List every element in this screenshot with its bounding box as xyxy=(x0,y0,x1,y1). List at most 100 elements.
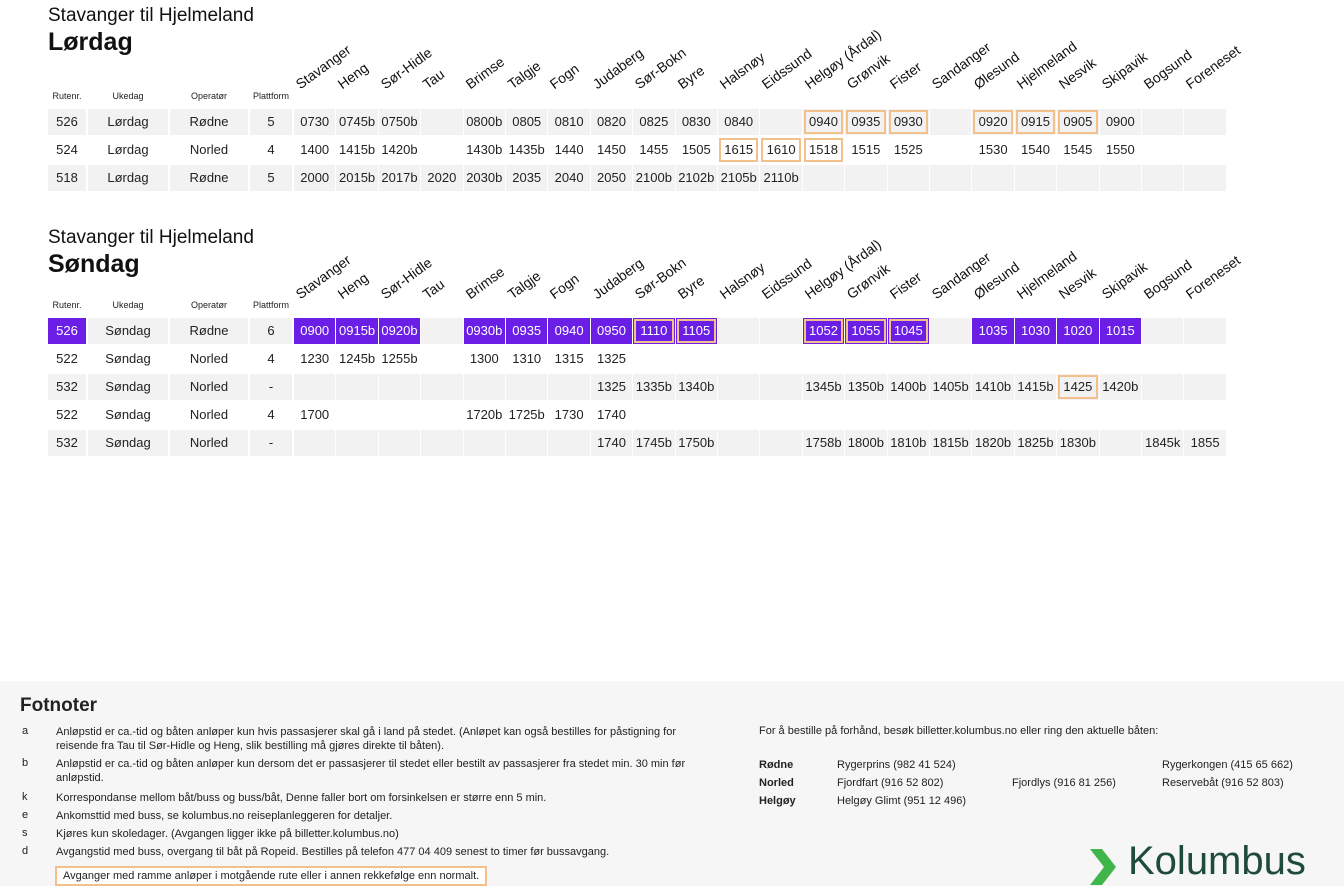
time-cell xyxy=(1142,318,1184,344)
time-cell xyxy=(888,346,929,372)
time-cell: 1030 xyxy=(1014,318,1057,344)
time-cell: 0805 xyxy=(506,109,548,135)
time-cell: 0915 xyxy=(1014,109,1057,135)
footnote-key: b xyxy=(22,757,29,769)
time-cell xyxy=(1057,165,1099,191)
cell-operator: Norled xyxy=(189,142,229,157)
time-cell xyxy=(633,402,674,428)
column-header-platform: Plattform xyxy=(252,91,289,101)
cell-route: 524 xyxy=(56,142,78,157)
footnote-key: e xyxy=(22,809,29,821)
table-row: 532 Søndag Norled - 1325 1335b 1340b 1345b 1350b… xyxy=(48,374,1228,400)
cell-platform: 6 xyxy=(250,318,292,344)
time-cell: 0840 xyxy=(718,109,760,135)
time-cell xyxy=(845,346,886,372)
footnotes-title: Fotnoter xyxy=(20,695,98,716)
time-cell: 0750b xyxy=(378,109,421,135)
time-cell: 1855 xyxy=(1184,430,1226,456)
column-header-day: Ukedag xyxy=(112,300,144,310)
time-cell: 1750b xyxy=(675,430,717,456)
time-cell xyxy=(1142,165,1184,191)
footnote-key: d xyxy=(22,845,29,857)
cell-operator: Norled xyxy=(189,407,229,422)
route-title: Stavanger til Hjelmeland xyxy=(48,227,254,248)
time-cell: 1335b xyxy=(633,374,675,400)
day-title: Søndag xyxy=(48,250,140,278)
time-cell xyxy=(421,318,463,344)
time-cell xyxy=(1014,165,1057,191)
time-cell xyxy=(1057,402,1098,428)
time-cell: 1230 xyxy=(300,351,330,366)
time-cell xyxy=(718,402,759,428)
time-cell: 1340b xyxy=(675,374,717,400)
time-cell: 1505 xyxy=(681,142,711,157)
time-cell xyxy=(336,402,377,428)
cell-platform: 4 xyxy=(267,407,275,422)
time-cell xyxy=(421,109,463,135)
time-cell: 1325 xyxy=(590,374,633,400)
time-cell xyxy=(930,346,971,372)
time-cell: 1515 xyxy=(851,142,881,157)
time-cell xyxy=(760,374,802,400)
time-cell: 1825b xyxy=(1014,430,1057,456)
time-cell: 0810 xyxy=(548,109,590,135)
time-cell: 2017b xyxy=(378,165,421,191)
time-cell xyxy=(1142,109,1184,135)
footnote-text: Anløpstid er ca.-tid og båten anløper ku… xyxy=(56,726,677,752)
route-title: Stavanger til Hjelmeland xyxy=(48,5,254,26)
time-cell xyxy=(845,402,886,428)
table-row: 518 Lørdag Rødne 5 2000 2015b 2017b 2020 2030b 20… xyxy=(48,165,1228,191)
time-cell: 0900 xyxy=(294,318,336,344)
time-cell xyxy=(1099,430,1141,456)
time-cell xyxy=(930,165,972,191)
time-cell xyxy=(760,346,801,372)
time-cell xyxy=(845,165,887,191)
time-cell: 2102b xyxy=(675,165,717,191)
cell-route: 518 xyxy=(48,165,86,191)
time-cell xyxy=(1057,346,1098,372)
operator-name: Rødne xyxy=(759,759,794,771)
time-cell: 1610 xyxy=(760,137,801,163)
time-cell: 1550 xyxy=(1105,142,1135,157)
table-row: 526 Lørdag Rødne 5 0730 0745b 0750b 0800b 0805 08… xyxy=(48,109,1228,135)
time-cell: 1530 xyxy=(978,142,1008,157)
stop-header: Skipavik xyxy=(1098,258,1150,302)
time-cell: 1615 xyxy=(718,137,759,163)
footnote-text: Ankomsttid med buss, se kolumbus.no reis… xyxy=(56,810,393,822)
cell-route: 522 xyxy=(56,351,78,366)
footnote-key: s xyxy=(22,827,28,839)
time-cell xyxy=(378,430,421,456)
kolumbus-logo: Kolumbus xyxy=(1088,839,1328,885)
time-cell: 1725b xyxy=(508,407,545,422)
column-header-platform: Plattform xyxy=(252,300,289,310)
cell-route: 532 xyxy=(48,430,86,456)
time-cell: 1525 xyxy=(893,142,923,157)
time-cell: 1800b xyxy=(845,430,887,456)
time-cell: 2110b xyxy=(760,165,802,191)
time-cell: 1425 xyxy=(1057,374,1099,400)
column-header-route: Rutenr. xyxy=(52,300,82,310)
time-cell: 0900 xyxy=(1099,109,1141,135)
time-cell: 1350b xyxy=(845,374,887,400)
cell-operator: Norled xyxy=(170,374,248,400)
time-cell: 1740 xyxy=(590,430,633,456)
time-cell: 1300 xyxy=(469,351,499,366)
time-cell xyxy=(421,346,462,372)
time-cell xyxy=(421,402,462,428)
time-cell xyxy=(421,430,463,456)
time-cell xyxy=(972,346,1013,372)
cell-platform: 5 xyxy=(250,165,292,191)
time-cell: 2050 xyxy=(590,165,633,191)
time-cell xyxy=(676,402,717,428)
day-title: Lørdag xyxy=(48,28,133,56)
table-row: 522 Søndag Norled 4 1700 1720b 1725b 1730 1740 xyxy=(48,402,1228,428)
time-cell: 1455 xyxy=(639,142,669,157)
time-cell: 1245b xyxy=(339,351,376,366)
time-cell: 1435b xyxy=(508,142,545,157)
time-cell: 1745b xyxy=(633,430,675,456)
time-cell xyxy=(930,402,971,428)
time-cell xyxy=(888,402,929,428)
time-cell: 1420b xyxy=(381,142,418,157)
time-cell xyxy=(506,374,548,400)
time-cell xyxy=(1142,346,1183,372)
